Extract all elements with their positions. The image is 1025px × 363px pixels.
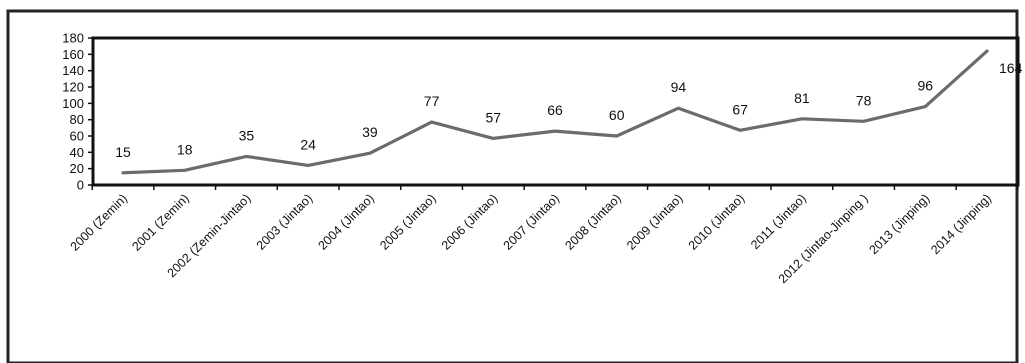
y-tick-label: 120 (62, 80, 84, 95)
y-tick-label: 100 (62, 96, 84, 111)
x-tick-label: 2013 (Jinping) (866, 191, 932, 257)
x-tick-label: 2007 (Jintao) (501, 191, 562, 252)
x-tick-label: 2009 (Jintao) (624, 191, 685, 252)
data-label: 94 (671, 79, 687, 95)
y-tick-label: 0 (77, 178, 84, 193)
data-label: 35 (239, 127, 255, 143)
x-tick-label: 2005 (Jintao) (377, 191, 438, 252)
y-tick-label: 20 (70, 161, 84, 176)
plot-area (91, 36, 1020, 187)
data-label: 18 (177, 141, 193, 157)
data-label: 67 (732, 101, 748, 117)
data-label: 60 (609, 107, 625, 123)
x-tick-label: 2004 (Jintao) (315, 191, 376, 252)
y-tick-label: 40 (70, 145, 84, 160)
y-tick-label: 60 (70, 129, 84, 144)
data-label: 24 (300, 136, 316, 152)
series-line (121, 49, 989, 175)
data-label: 96 (917, 78, 933, 94)
data-label: 77 (424, 93, 440, 109)
series-layer (121, 49, 989, 175)
data-label: 164 (999, 60, 1023, 76)
data-label: 57 (485, 109, 501, 125)
y-tick-label: 80 (70, 112, 84, 127)
x-tick-label: 2010 (Jintao) (686, 191, 747, 252)
x-tick-label: 2000 (Zemin) (68, 191, 130, 253)
x-tick-label: 2003 (Jintao) (254, 191, 315, 252)
y-tick-label: 180 (62, 31, 84, 46)
data-label: 81 (794, 90, 810, 106)
x-axis: 2000 (Zemin) 2001 (Zemin)2002 (Zemin-Jint… (68, 185, 1019, 286)
data-labels: 15 18 35 24 39 77 57 66 60 94 67 81 78 96 164 (115, 60, 1022, 160)
data-label: 78 (856, 92, 872, 108)
x-tick-label: 2008 (Jintao) (562, 191, 623, 252)
y-tick-label: 140 (62, 63, 84, 78)
x-tick-label: 2001 (Zemin) (129, 191, 191, 253)
x-tick-label: 2014 (Jinping) (928, 191, 994, 257)
x-tick-label: 2011 (Jintao) (748, 191, 809, 252)
data-label: 66 (547, 102, 563, 118)
data-label: 39 (362, 124, 378, 140)
x-tick-label: 2006 (Jintao) (439, 191, 500, 252)
y-tick-label: 160 (62, 47, 84, 62)
data-label: 15 (115, 144, 131, 160)
figure-border (6, 9, 1019, 363)
